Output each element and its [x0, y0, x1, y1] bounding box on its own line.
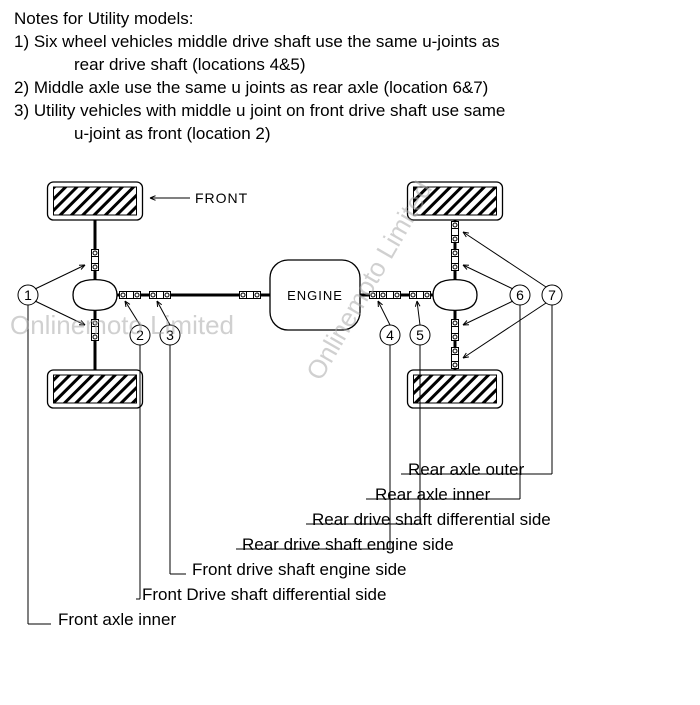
label-front-axle-inner: Front axle inner — [58, 610, 176, 630]
label-front-shaft-engine: Front drive shaft engine side — [192, 560, 407, 580]
label-rear-axle-inner: Rear axle inner — [375, 485, 490, 505]
notes-header: Notes for Utility models: — [14, 8, 686, 31]
svg-text:1: 1 — [24, 287, 32, 303]
svg-text:ENGINE: ENGINE — [287, 288, 343, 303]
label-rear-shaft-engine: Rear drive shaft engine side — [242, 535, 454, 555]
notes-3a: 3) Utility vehicles with middle u joint … — [14, 100, 686, 123]
svg-text:4: 4 — [386, 327, 394, 343]
svg-text:5: 5 — [416, 327, 424, 343]
svg-text:3: 3 — [166, 327, 174, 343]
notes-1b: rear drive shaft (locations 4&5) — [14, 54, 686, 77]
svg-text:7: 7 — [548, 287, 556, 303]
drivetrain-diagram: ENGINE1234567 FRONT Onlinemoto Limited O… — [0, 160, 700, 700]
svg-text:6: 6 — [516, 287, 524, 303]
front-direction-label: FRONT — [195, 190, 248, 206]
notes-1a: 1) Six wheel vehicles middle drive shaft… — [14, 31, 686, 54]
notes-block: Notes for Utility models: 1) Six wheel v… — [14, 8, 686, 146]
label-rear-axle-outer: Rear axle outer — [408, 460, 524, 480]
svg-text:2: 2 — [136, 327, 144, 343]
label-rear-shaft-diff: Rear drive shaft differential side — [312, 510, 551, 530]
notes-2: 2) Middle axle use the same u joints as … — [14, 77, 686, 100]
notes-3b: u-joint as front (location 2) — [14, 123, 686, 146]
label-front-shaft-diff: Front Drive shaft differential side — [142, 585, 386, 605]
